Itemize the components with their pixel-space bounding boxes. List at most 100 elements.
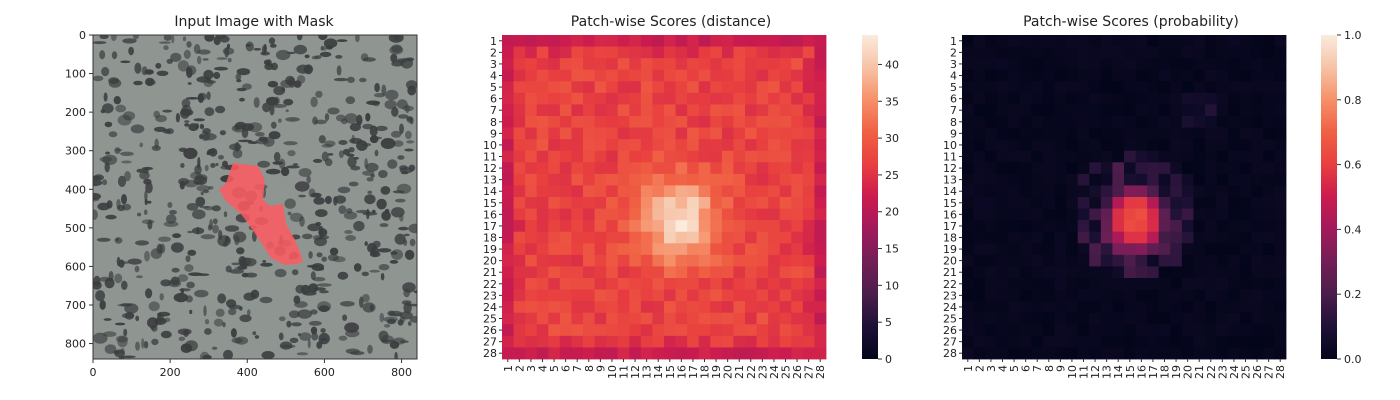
heatmap-cell: [768, 301, 781, 314]
texture-spot: [302, 233, 313, 240]
heatmap-cell: [502, 162, 514, 175]
heatmap-cell: [985, 347, 998, 360]
heatmap-cell: [513, 347, 526, 360]
heatmap-cell: [814, 301, 827, 314]
texture-spot: [388, 35, 404, 43]
x-tick-label: 600: [314, 366, 335, 379]
heatmap-cell: [664, 35, 676, 47]
heatmap-cell: [1193, 162, 1206, 175]
texture-spot: [280, 344, 296, 349]
heatmap-cell: [1181, 162, 1194, 175]
heatmap-cell: [1193, 185, 1206, 198]
heatmap-cell: [1262, 347, 1275, 360]
heatmap-cell: [1193, 324, 1206, 337]
colorbar-tick-label: 0.0: [1344, 353, 1362, 366]
heatmap-cell: [698, 116, 711, 128]
heatmap-cell: [559, 278, 572, 290]
heatmap-cell: [779, 139, 792, 152]
heatmap-cell: [1216, 116, 1229, 128]
heatmap-cell: [1089, 197, 1102, 209]
heatmap-cell: [1193, 139, 1206, 152]
heatmap-cell: [594, 243, 607, 256]
texture-spot: [204, 328, 212, 335]
col-tick-label: 3: [985, 365, 998, 372]
heatmap-cell: [791, 185, 804, 198]
texture-spot: [313, 287, 326, 291]
texture-spot: [115, 237, 120, 242]
heatmap-cell: [1181, 208, 1194, 221]
heatmap-cell: [973, 173, 986, 186]
heatmap-cell: [1147, 35, 1160, 47]
heatmap-cell: [1077, 127, 1090, 140]
heatmap-cell: [617, 46, 630, 59]
heatmap-cell: [1205, 197, 1217, 209]
row-tick-label: 5: [950, 81, 957, 94]
heatmap-cell: [675, 266, 688, 279]
texture-spot: [318, 228, 328, 237]
texture-spot: [413, 290, 417, 294]
heatmap-cell: [996, 81, 1009, 94]
heatmap-cell: [1216, 162, 1229, 175]
heatmap-cell: [1251, 58, 1264, 71]
heatmap-cell: [640, 58, 653, 71]
heatmap-cell: [675, 104, 688, 117]
heatmap-cell: [1043, 266, 1055, 279]
heatmap-cell: [548, 335, 561, 348]
heatmap-cell: [1274, 231, 1287, 244]
heatmap-cell: [1216, 278, 1229, 290]
heatmap-cell: [1193, 173, 1206, 186]
heatmap-cell: [1193, 312, 1206, 325]
heatmap-cell: [1124, 335, 1136, 348]
heatmap-cell: [791, 231, 804, 244]
heatmap-cell: [1228, 58, 1241, 71]
heatmap-cell: [756, 81, 769, 94]
heatmap-cell: [745, 254, 757, 267]
heatmap-cell: [606, 335, 619, 348]
texture-spot: [93, 175, 102, 181]
heatmap-cell: [606, 46, 619, 59]
heatmap-cell: [1262, 116, 1275, 128]
heatmap-cell: [1089, 116, 1102, 128]
texture-spot: [134, 265, 140, 273]
heatmap-cell: [1054, 46, 1067, 59]
heatmap-cell: [1228, 254, 1241, 267]
col-tick-label: 19: [710, 365, 723, 379]
texture-spot: [312, 277, 326, 282]
heatmap-cell: [756, 35, 769, 47]
heatmap-cell: [1066, 173, 1079, 186]
texture-spot: [217, 293, 227, 304]
texture-spot: [245, 44, 252, 47]
heatmap-cell: [996, 220, 1009, 233]
texture-spot: [187, 230, 194, 234]
heatmap-cell: [1158, 35, 1171, 47]
col-tick-label: 1: [962, 365, 975, 372]
heatmap-cell: [1170, 185, 1183, 198]
heatmap-cell: [996, 104, 1009, 117]
heatmap-cell: [698, 266, 711, 279]
heatmap-cell: [1019, 150, 1032, 163]
heatmap-cell: [733, 92, 746, 105]
texture-spot: [262, 102, 271, 113]
texture-spot: [313, 197, 325, 205]
heatmap-cell: [1089, 289, 1102, 302]
heatmap-cell: [548, 312, 561, 325]
texture-spot: [355, 35, 360, 43]
heatmap-cell: [525, 104, 538, 117]
heatmap-cell: [571, 266, 584, 279]
texture-spot: [402, 282, 416, 293]
texture-spot: [310, 96, 318, 108]
heatmap-cell: [710, 185, 723, 198]
row-tick-label: 5: [490, 81, 497, 94]
texture-spot: [406, 57, 415, 62]
texture-spot: [253, 97, 260, 108]
heatmap-cell: [583, 104, 595, 117]
texture-spot: [278, 332, 284, 341]
texture-spot: [386, 318, 396, 325]
heatmap-cell: [1216, 324, 1229, 337]
heatmap-cell: [721, 312, 734, 325]
x-tick-label: 0: [90, 366, 97, 379]
texture-spot: [316, 283, 332, 287]
texture-spot: [143, 168, 149, 174]
texture-spot: [213, 318, 224, 327]
